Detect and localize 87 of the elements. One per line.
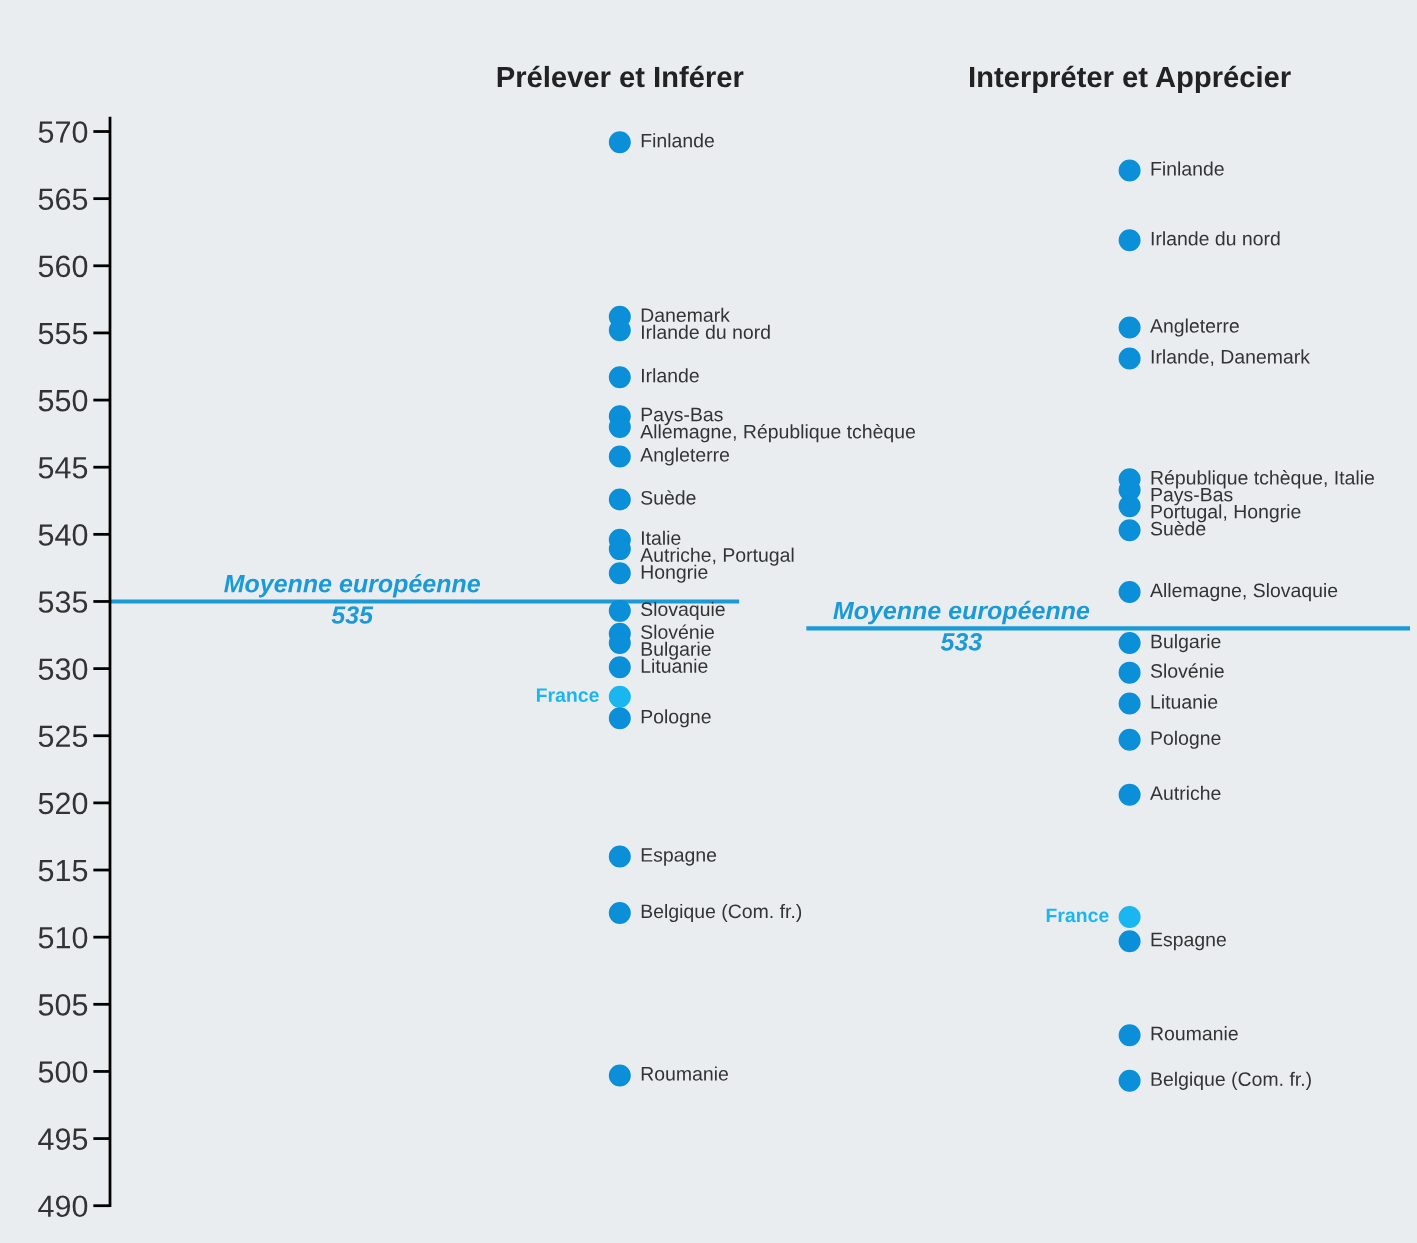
point <box>608 366 631 389</box>
series-label: Allemagne, République tchèque <box>640 424 915 443</box>
series-label: Autriche <box>1150 785 1221 801</box>
y-tick-label: 525 <box>38 725 88 748</box>
series-label: Allemagne, Slovaquie <box>1150 583 1338 602</box>
series-label: Italie <box>641 530 681 545</box>
series-label: Lituanie <box>1151 694 1218 709</box>
series-label: Roumanie <box>641 1066 728 1081</box>
y-tick-label: 550 <box>38 389 88 412</box>
point <box>608 445 631 468</box>
series-label: Pologne <box>641 709 711 728</box>
series-label: Slovénie <box>1150 663 1224 678</box>
point <box>608 562 631 585</box>
point <box>608 845 631 868</box>
point <box>608 707 631 730</box>
y-tick-label: 535 <box>38 591 88 613</box>
point <box>1118 692 1141 715</box>
series-label: France <box>1046 908 1109 923</box>
point <box>1118 581 1141 604</box>
series-label: Hongrie <box>641 564 708 583</box>
series-label: Angleterre <box>640 447 730 466</box>
series-label: Portugal, Hongrie <box>1151 504 1301 523</box>
series-label: Finlande <box>641 133 714 148</box>
y-tick-label: 570 <box>38 121 88 143</box>
series-label: Irlande <box>641 368 699 383</box>
series-label: Pays-Bas <box>1151 487 1233 506</box>
y-tick-label: 510 <box>38 926 88 949</box>
point <box>608 488 631 511</box>
y-tick-label: 520 <box>38 792 88 815</box>
point <box>608 599 631 622</box>
point <box>1118 728 1141 751</box>
y-tick-label: 505 <box>38 994 88 1016</box>
series-label: Slovénie <box>641 624 714 639</box>
point <box>608 685 631 708</box>
series-label: Slovaquie <box>641 601 725 620</box>
y-tick-label: 555 <box>38 322 88 345</box>
series-label: Autriche, Portugal <box>640 547 794 566</box>
y-tick-label: 515 <box>38 860 88 882</box>
series-label: Finlande <box>1151 161 1224 176</box>
y-tick-label: 490 <box>38 1195 88 1218</box>
x-tick-label: Interpréter et Apprécier <box>970 65 1291 94</box>
point <box>1118 159 1141 182</box>
series-label: Irlande, Danemark <box>1151 349 1310 366</box>
series-label: Espagne <box>641 848 717 866</box>
series-label: Belgique (Com. fr.) <box>1151 1071 1311 1090</box>
series-label: Espagne <box>1151 932 1226 951</box>
series-label: Suède <box>641 490 696 505</box>
point <box>608 656 631 679</box>
series-label: Irlande du nord <box>641 324 770 340</box>
x-tick-label: Prélever et Inférer <box>497 65 744 88</box>
series-label: France <box>536 688 599 703</box>
point <box>1118 930 1141 953</box>
series-label: Danemark <box>641 307 730 323</box>
point <box>1118 347 1141 370</box>
series-label: Belgique (Com. fr.) <box>641 903 802 923</box>
point <box>1118 316 1141 339</box>
y-tick-label: 560 <box>38 255 88 278</box>
point <box>1118 1069 1141 1092</box>
series-label: Bulgarie <box>641 641 711 660</box>
series-label: Pays-Bas <box>641 407 723 426</box>
point <box>1118 229 1141 252</box>
y-tick-label: 530 <box>38 658 88 680</box>
y-tick-label: 500 <box>38 1061 88 1083</box>
point <box>608 901 631 924</box>
y-tick-label: 495 <box>38 1128 88 1150</box>
point <box>608 131 631 154</box>
ref-line-label: Moyenne européenne 535 <box>224 573 480 624</box>
point <box>1118 783 1141 806</box>
series-label: Suède <box>1150 521 1206 536</box>
series-label: Pologne <box>1151 730 1221 749</box>
series-label: Lituanie <box>641 658 708 673</box>
point <box>1118 1024 1141 1047</box>
series-label: Angleterre <box>1150 318 1239 337</box>
point <box>1118 661 1141 684</box>
ref-line-label: Moyenne européenne 533 <box>833 600 1090 651</box>
y-tick-label: 565 <box>38 188 88 211</box>
point <box>1118 906 1141 929</box>
y-tick-label: 545 <box>38 457 88 479</box>
point <box>1118 495 1141 518</box>
series-label: Irlande du nord <box>1151 231 1280 246</box>
series-label: Roumanie <box>1151 1026 1238 1041</box>
series-label: Bulgarie <box>1151 634 1221 653</box>
point <box>608 1064 631 1087</box>
point <box>1118 632 1141 655</box>
series-label: République tchèque, Italie <box>1151 470 1374 489</box>
y-tick-label: 540 <box>38 524 88 546</box>
point <box>1118 519 1141 542</box>
